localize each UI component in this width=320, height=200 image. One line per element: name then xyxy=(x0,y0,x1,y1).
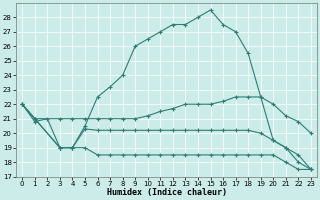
X-axis label: Humidex (Indice chaleur): Humidex (Indice chaleur) xyxy=(107,188,227,197)
